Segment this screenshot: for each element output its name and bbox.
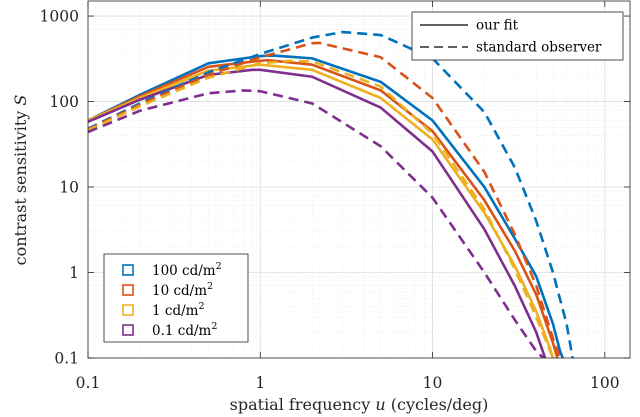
legend-luminance-label: 100 cd/m2 xyxy=(152,261,222,279)
legend-swatch xyxy=(122,284,134,296)
x-tick-label: 100 xyxy=(590,374,620,392)
x-tick-label: 0.1 xyxy=(76,374,101,392)
legend-luminance-label: 1 cd/m2 xyxy=(152,301,204,319)
y-axis-label: contrast sensitivity S xyxy=(11,95,30,266)
legend-box xyxy=(103,253,249,343)
legend-luminance-label: 10 cd/m2 xyxy=(152,281,213,299)
series-line-2 xyxy=(88,63,555,358)
y-tick-label: 0.1 xyxy=(54,350,79,368)
series-line-5 xyxy=(88,41,562,358)
legend-label-standard-observer: standard observer xyxy=(476,40,602,56)
series-line-7 xyxy=(88,89,545,358)
x-tick-label: 10 xyxy=(423,374,443,392)
y-tick-label: 10 xyxy=(59,179,79,197)
series-line-0 xyxy=(88,54,564,358)
series-line-4 xyxy=(88,30,574,358)
legend-swatch xyxy=(122,324,134,336)
series-line-1 xyxy=(88,58,559,358)
legend-label-our-fit: our fit xyxy=(476,18,519,34)
x-tick-label: 1 xyxy=(255,374,265,392)
legend-luminance-label: 0.1 cd/m2 xyxy=(152,321,217,339)
legend-swatch xyxy=(122,264,134,276)
y-tick-label: 1 xyxy=(69,264,79,282)
legend-box xyxy=(411,11,624,61)
luminance-legend: 100 cd/m2 10 cd/m2 1 cd/m2 0.1 cd/m2 xyxy=(103,253,249,343)
y-tick-label: 100 xyxy=(49,93,79,111)
x-axis-label: spatial frequency u (cycles/deg) xyxy=(230,395,489,414)
ticks: 0.1 1 10 100 0.1 1 10 100 1000 xyxy=(40,1,630,392)
series-line-6 xyxy=(88,59,555,358)
line-style-legend: our fit standard observer xyxy=(411,11,624,61)
y-tick-label: 1000 xyxy=(40,8,79,26)
series-layer xyxy=(88,30,574,358)
legend-swatch xyxy=(122,304,134,316)
plot-frame xyxy=(87,0,631,359)
